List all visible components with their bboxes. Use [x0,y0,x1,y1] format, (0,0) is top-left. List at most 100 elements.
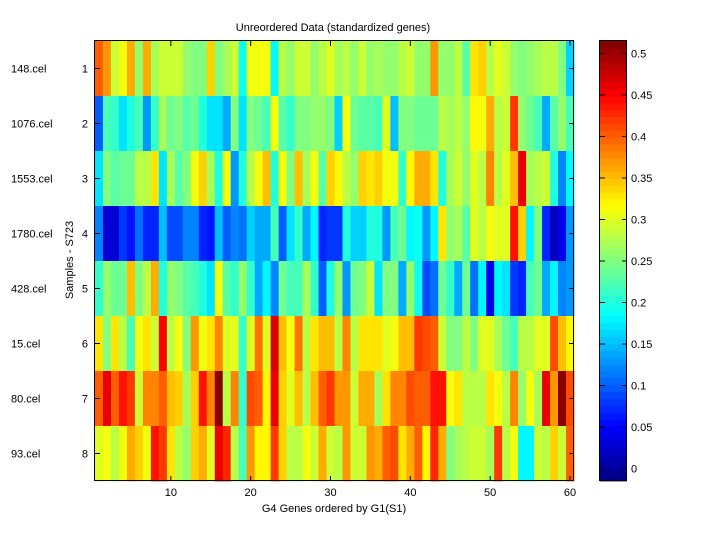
heatmap-cell [246,151,256,207]
heatmap-cell [142,316,152,372]
colorbar-segment [600,226,627,234]
heatmap-cell [526,316,535,372]
colorbar-segment [600,391,627,399]
heatmap-cell [190,151,200,207]
heatmap-cell [334,371,343,427]
heatmap-cell [174,371,184,427]
heatmap-cell [366,316,375,372]
heatmap-cell [142,371,152,427]
heatmap-cells [95,41,575,482]
colorbar-tick-label: 0.45 [631,90,652,102]
heatmap-cell [406,206,415,262]
heatmap-cell [310,151,319,207]
colorbar-segment [600,206,627,214]
heatmap-cell [438,206,447,262]
heatmap-cell [534,151,543,207]
heatmap-cell [374,151,383,207]
heatmap-cell [558,151,567,207]
heatmap-cell [230,96,240,152]
colorbar-segment [600,185,627,193]
heatmap-cell [182,426,192,482]
heatmap-cell [286,426,295,482]
heatmap-cell [110,41,120,97]
heatmap-cell [302,371,311,427]
heatmap-cell [486,96,495,152]
colorbar-segment [600,47,627,56]
heatmap-cell [470,316,479,372]
heatmap-cell [398,96,407,152]
colorbar-segment [600,288,627,296]
heatmap-cell [254,96,264,152]
heatmap-cell [358,96,367,152]
heatmap-cell [478,371,487,427]
heatmap-cell [278,316,287,372]
heatmap-cell [254,41,264,97]
heatmap-cell [182,261,192,317]
heatmap-cell [318,316,327,372]
heatmap-cell [534,371,543,427]
heatmap-cell [526,151,535,207]
heatmap-cell [326,41,335,97]
heatmap-cell [406,151,415,207]
heatmap-cell [558,261,567,317]
heatmap-cell [230,371,240,427]
heatmap-cell [382,41,391,97]
heatmap-cell [286,96,295,152]
heatmap-cell [334,261,343,317]
heatmap-cell [214,96,224,152]
heatmap-cell [302,206,311,262]
heatmap-cell [550,371,559,427]
colorbar-segment [600,384,627,393]
heatmap-cell [126,261,136,317]
heatmap-cell [334,41,343,97]
heatmap-cell [462,426,471,482]
heatmap-cell [222,151,232,207]
heatmap-cell [118,316,128,372]
heatmap-cell [214,426,224,482]
heatmap-cell [238,206,248,262]
heatmap-cell [502,371,511,427]
heatmap-cell [110,261,120,317]
heatmap-cell [246,261,256,317]
heatmap-cell [350,316,359,372]
colorbar-segment [600,212,627,221]
heatmap-cell [446,316,455,372]
heatmap-cell [254,206,264,262]
heatmap-cell [358,316,367,372]
colorbar-segment [600,82,627,90]
heatmap-cell [182,371,192,427]
heatmap-cell [326,371,335,427]
heatmap-cell [190,206,200,262]
heatmap-cell [342,151,351,207]
heatmap-cell [374,261,383,317]
heatmap-cell [478,261,487,317]
heatmap-cell [470,151,479,207]
heatmap-cell [534,261,543,317]
colorbar-tick-label: 0.35 [631,173,652,185]
heatmap-cell [158,206,168,262]
heatmap-cell [390,151,399,207]
heatmap-cell [198,316,208,372]
heatmap-cell [166,41,176,97]
heatmap-cell [558,96,567,152]
heatmap-cell [550,151,559,207]
heatmap-cell [238,261,248,317]
heatmap-cell [342,206,351,262]
heatmap-cell [518,261,527,317]
heatmap-cell [422,96,431,152]
heatmap-cell [238,41,248,97]
heatmap-cell [286,371,295,427]
heatmap-cell [382,96,391,152]
y-tick-label: 2 [82,119,88,131]
heatmap-cell [230,426,240,482]
heatmap-cell [454,316,463,372]
heatmap-cell [398,316,407,372]
heatmap-cell [262,41,272,97]
heatmap-cell [446,426,455,482]
heatmap-cell [342,426,351,482]
heatmap-cell [430,151,439,207]
row-label: 148.cel [11,64,46,76]
colorbar-segment [600,446,627,454]
heatmap-cell [294,96,303,152]
